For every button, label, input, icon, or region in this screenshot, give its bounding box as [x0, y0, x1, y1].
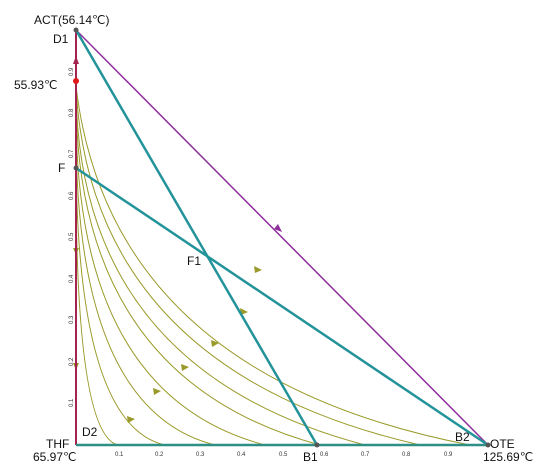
tick-label-y: 0.1	[69, 398, 75, 407]
residue-curve	[75, 91, 366, 446]
label-thf: THF	[46, 437, 69, 451]
label-act: ACT(56.14℃)	[34, 13, 110, 27]
tick-label-y: 0.6	[69, 191, 75, 200]
residue-curve	[75, 129, 216, 446]
residue-curve	[75, 111, 266, 446]
tick-label-y: 0.9	[69, 67, 75, 76]
label-d2: D2	[82, 425, 98, 439]
tick-label-y: 0.3	[69, 315, 75, 324]
direction-arrow	[181, 364, 189, 371]
tick-label-x: 0.1	[115, 452, 124, 458]
point-d1-marker	[73, 27, 79, 33]
label-thf-temp: 65.97℃	[33, 450, 77, 462]
residue-curves	[75, 85, 471, 446]
tick-label-x: 0.4	[237, 452, 246, 458]
residue-curve	[75, 99, 321, 446]
tick-label-x: 0.5	[279, 452, 288, 458]
tick-label-y: 0.7	[69, 149, 75, 158]
residue-curve	[75, 87, 421, 446]
mass-balance-line-d1-b1	[74, 29, 319, 446]
direction-arrow	[211, 340, 219, 347]
label-ote: OTE	[490, 437, 515, 451]
boundary-arrow	[274, 224, 282, 232]
hypotenuse-boundary	[75, 29, 489, 446]
label-d1: D1	[53, 32, 69, 46]
tick-label-x: 0.6	[320, 452, 329, 458]
tick-label-x: 0.2	[155, 452, 164, 458]
left-edge-arrow	[73, 56, 79, 64]
direction-arrow	[127, 416, 135, 423]
point-f-marker	[73, 165, 79, 171]
direction-arrow	[240, 308, 248, 315]
tick-label-y: 0.4	[69, 274, 75, 283]
tick-label-x: 0.8	[402, 452, 411, 458]
label-azeotrope-temp: 55.93℃	[14, 78, 58, 92]
direction-arrow	[153, 388, 161, 395]
label-b2: B2	[455, 430, 470, 444]
tick-label-y: 0.2	[69, 357, 75, 366]
point-b1-marker	[314, 442, 320, 448]
direction-arrow	[254, 266, 262, 273]
tick-label-x: 0.9	[444, 452, 453, 458]
mass-balance-line-f-b2	[75, 166, 489, 447]
label-f: F	[58, 161, 65, 175]
residue-curve	[75, 85, 471, 446]
tick-label-x: 0.3	[196, 452, 205, 458]
tick-label-x: 0.7	[361, 452, 370, 458]
label-b1: B1	[303, 450, 318, 462]
bottom-ticks: 0.1 0.2 0.3 0.4 0.5 0.6 0.7 0.8 0.9	[115, 452, 453, 458]
azeotrope-point	[73, 78, 79, 84]
residue-curve	[75, 149, 166, 446]
left-ticks: 0.1 0.2 0.3 0.4 0.5 0.6 0.7 0.8 0.9	[69, 67, 75, 407]
point-b2-marker	[485, 442, 491, 448]
tick-label-y: 0.8	[69, 108, 75, 117]
tick-label-y: 0.5	[69, 232, 75, 241]
label-ote-temp: 125.69℃	[483, 450, 533, 462]
label-f1: F1	[187, 254, 201, 268]
